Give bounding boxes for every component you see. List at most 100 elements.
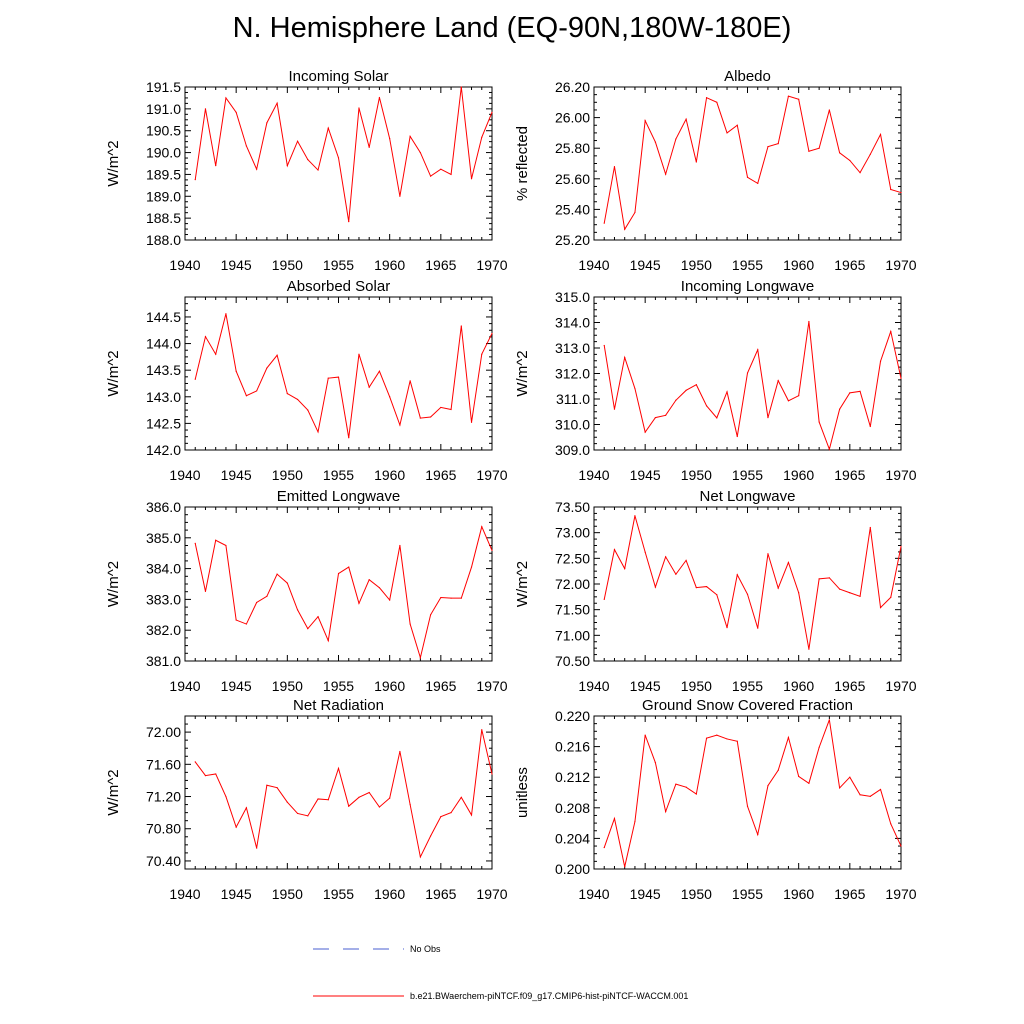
y-tick-label: 71.00 xyxy=(555,627,590,643)
data-point xyxy=(378,96,381,99)
x-tick-label: 1960 xyxy=(783,678,814,694)
data-point xyxy=(307,815,309,817)
x-tick-label: 1965 xyxy=(425,886,456,902)
data-point xyxy=(654,417,657,419)
data-point xyxy=(726,738,728,740)
x-tick-label: 1965 xyxy=(425,257,456,273)
data-point xyxy=(235,111,237,113)
panel-incoming-longwave: 1940 1945 1950 1955 1960 1965 1970 309.0 310.0 31… xyxy=(514,278,917,483)
data-point xyxy=(460,796,462,798)
panel-net-radiation: 1940 1945 1950 1955 1960 1965 1970 70.40 70.80 71… xyxy=(105,697,508,902)
data-point xyxy=(317,616,319,618)
data-point xyxy=(491,549,493,552)
plot-frame xyxy=(593,506,902,662)
data-point xyxy=(757,349,759,351)
y-tick-label: 384.0 xyxy=(146,561,181,577)
data-point xyxy=(869,526,871,529)
data-point xyxy=(399,750,401,753)
data-point xyxy=(440,406,442,409)
data-point xyxy=(204,590,207,592)
data-point xyxy=(716,101,718,103)
data-point xyxy=(890,596,892,598)
x-tick-label: 1970 xyxy=(476,467,507,483)
data-point xyxy=(890,330,892,333)
data-point xyxy=(307,409,309,411)
data-point xyxy=(879,360,882,362)
data-point xyxy=(266,367,268,369)
data-point xyxy=(746,593,749,595)
data-point xyxy=(777,143,779,145)
data-point xyxy=(491,111,493,113)
y-tick-label: 314.0 xyxy=(555,315,590,331)
data-point xyxy=(808,320,810,323)
data-point xyxy=(777,769,779,771)
data-point xyxy=(296,609,299,611)
data-point xyxy=(348,566,350,568)
data-point xyxy=(613,817,616,820)
series-line xyxy=(603,321,902,451)
data-point xyxy=(225,97,227,99)
data-point xyxy=(430,835,432,837)
data-point xyxy=(665,414,667,416)
x-tick-label: 1945 xyxy=(630,257,661,273)
series-line xyxy=(603,515,902,650)
x-tick-label: 1955 xyxy=(732,886,763,902)
x-tick-label: 1970 xyxy=(885,678,916,694)
x-tick-label: 1970 xyxy=(476,886,507,902)
x-tick-label: 1955 xyxy=(732,467,763,483)
data-point xyxy=(828,719,830,721)
data-point xyxy=(235,619,237,621)
data-point xyxy=(726,627,728,629)
data-point xyxy=(317,798,319,800)
data-point xyxy=(603,598,605,601)
data-point xyxy=(808,150,810,152)
x-tick-label: 1950 xyxy=(272,467,303,483)
plot-frame xyxy=(184,715,493,870)
data-point xyxy=(798,98,800,100)
y-tick-label: 191.0 xyxy=(146,101,181,117)
data-point xyxy=(481,729,483,731)
data-point xyxy=(215,773,217,775)
data-point xyxy=(839,408,841,410)
x-tick-label: 1945 xyxy=(221,678,252,694)
y-axis-label: unitless xyxy=(514,767,531,818)
x-tick-label: 1940 xyxy=(578,257,609,273)
data-point xyxy=(849,159,851,162)
x-tick-label: 1940 xyxy=(169,467,200,483)
data-point xyxy=(665,811,667,813)
y-tick-label: 72.50 xyxy=(555,550,590,566)
data-point xyxy=(450,173,452,176)
data-point xyxy=(767,785,769,787)
data-point xyxy=(849,392,851,394)
series-line xyxy=(194,313,493,438)
data-point xyxy=(276,102,278,104)
data-point xyxy=(767,553,769,555)
data-point xyxy=(634,387,636,390)
y-tick-label: 0.204 xyxy=(555,830,590,846)
y-tick-label: 144.0 xyxy=(146,336,181,352)
data-point xyxy=(839,588,841,590)
data-point xyxy=(491,773,493,775)
y-tick-label: 310.0 xyxy=(555,417,590,433)
data-point xyxy=(869,153,871,155)
data-point xyxy=(818,746,820,748)
y-tick-label: 71.60 xyxy=(146,756,181,772)
data-point xyxy=(368,146,370,148)
data-point xyxy=(828,448,830,450)
data-point xyxy=(654,586,657,588)
data-point xyxy=(358,796,360,798)
data-point xyxy=(695,161,697,163)
data-point xyxy=(348,437,350,439)
data-point xyxy=(624,356,626,359)
data-point xyxy=(859,794,861,796)
series-line xyxy=(194,729,493,859)
data-point xyxy=(695,793,697,795)
x-tick-label: 1960 xyxy=(783,257,814,273)
data-point xyxy=(613,549,616,551)
y-tick-label: 142.0 xyxy=(146,442,181,458)
data-point xyxy=(327,127,329,129)
data-point xyxy=(256,847,258,849)
data-point xyxy=(337,767,340,769)
data-point xyxy=(746,805,749,807)
x-tick-label: 1970 xyxy=(885,257,916,273)
